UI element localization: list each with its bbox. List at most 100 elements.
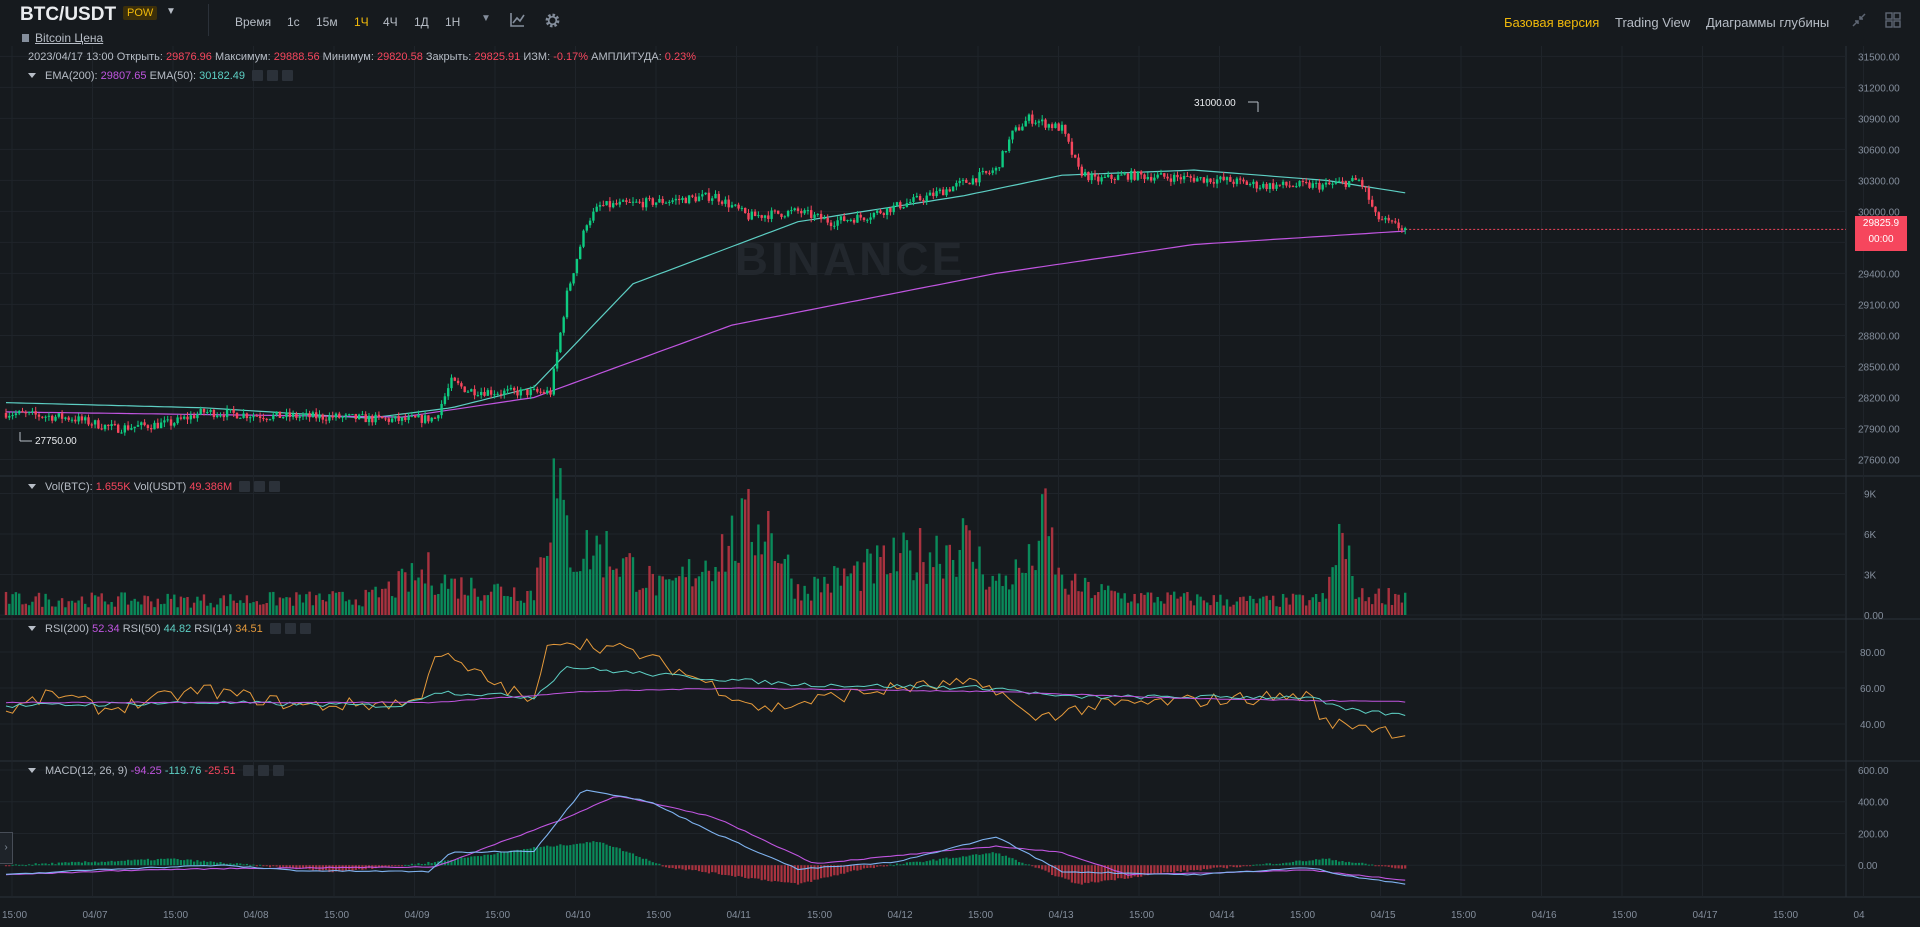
macd-hist-bar (262, 865, 265, 867)
visibility-icon[interactable] (242, 765, 254, 776)
candle-body (163, 420, 166, 423)
macd-hist-bar (1262, 864, 1265, 866)
candle-body (1324, 182, 1328, 185)
tf-15m[interactable]: 15м (316, 15, 338, 29)
tf-4h[interactable]: 4Ч (383, 15, 398, 29)
basic-version-link[interactable]: Базовая версия (1504, 15, 1600, 30)
price-tick-label: 31200.00 (1858, 83, 1900, 94)
close-icon[interactable] (282, 70, 294, 81)
close-icon[interactable] (299, 623, 311, 634)
macd-hist-bar (1338, 861, 1341, 866)
tf-1d[interactable]: 1Д (414, 15, 429, 29)
settings-icon[interactable] (284, 623, 296, 634)
candle-body (308, 413, 311, 418)
current-price: 29825.9 (1862, 218, 1900, 229)
settings-icon[interactable] (254, 481, 266, 492)
rsi14-label: RSI(14) (194, 623, 233, 635)
candle-body (856, 214, 859, 223)
volume-bar (1291, 593, 1295, 615)
divider (208, 4, 209, 36)
tradingview-link[interactable]: Trading View (1615, 15, 1691, 30)
vol-usdt-value: 49.386M (189, 481, 233, 493)
candle-body (536, 388, 539, 392)
macd-hist-bar (701, 865, 704, 872)
visibility-icon[interactable] (269, 623, 281, 634)
pair-dropdown-icon[interactable]: ▼ (166, 6, 176, 17)
ema-legend[interactable]: EMA(200): 29807.65 EMA(50): 30182.49 (28, 70, 294, 82)
candle-body (1239, 178, 1242, 180)
settings-gear-icon[interactable] (544, 12, 561, 33)
volume-legend[interactable]: Vol(BTC): 1.655K Vol(USDT) 49.386M (28, 481, 281, 493)
macd-hist-bar (410, 863, 413, 866)
volume-bar (202, 594, 206, 615)
macd-hist-bar (598, 842, 602, 866)
candle-body (909, 201, 912, 204)
macd-hist-bar (625, 851, 628, 866)
asset-price-link[interactable]: Bitcoin Цена (22, 31, 103, 45)
candle-body (777, 210, 780, 214)
candle-body (146, 425, 150, 429)
candle-body (1090, 174, 1093, 181)
high-value: 29888.56 (273, 51, 320, 63)
volume-bar (1041, 494, 1044, 615)
time-tick-label: 04/10 (566, 910, 591, 921)
candle-body (318, 414, 321, 419)
macd-hist-bar (1189, 865, 1192, 871)
depth-chart-link[interactable]: Диаграммы глубины (1706, 15, 1830, 30)
rsi-legend[interactable]: RSI(200) 52.34 RSI(50) 44.82 RSI(14) 34.… (28, 623, 311, 635)
volume-bar (18, 593, 21, 615)
visibility-icon[interactable] (239, 481, 251, 492)
volume-bar (4, 591, 8, 615)
volume-bar (381, 588, 384, 615)
candle-body (1050, 124, 1054, 129)
settings-icon[interactable] (267, 70, 279, 81)
macd-hist-bar (876, 865, 879, 867)
macd-hist-bar (754, 865, 757, 879)
volume-bar (1176, 598, 1179, 615)
candle-body (678, 198, 681, 201)
candle-body (1133, 170, 1136, 180)
volume-bar (150, 601, 153, 615)
tf-1s[interactable]: 1с (287, 15, 300, 29)
visibility-icon[interactable] (252, 70, 264, 81)
volume-bar (126, 604, 130, 615)
indicators-icon[interactable] (509, 12, 525, 32)
layout-grid-icon[interactable] (1885, 12, 1901, 32)
expand-drawing-tools-button[interactable]: › (0, 832, 13, 864)
candle-body (1235, 178, 1239, 184)
volume-bar (60, 598, 64, 615)
tf-time[interactable]: Время (235, 15, 272, 29)
candle-body (1136, 171, 1140, 180)
macd-legend[interactable]: MACD(12, 26, 9) -94.25 -119.76 -25.51 (28, 765, 284, 777)
macd-hist-bar (767, 865, 770, 882)
candle-body (1252, 181, 1255, 185)
volume-bar (1169, 594, 1173, 615)
pair-title[interactable]: BTC/USDT (20, 4, 117, 25)
close-icon[interactable] (272, 765, 284, 776)
candle-body (1186, 175, 1189, 177)
settings-icon[interactable] (257, 765, 269, 776)
volume-bar (282, 598, 285, 615)
candle-body (549, 390, 552, 395)
tf-1w[interactable]: 1Н (445, 15, 461, 29)
macd-hist-bar (146, 858, 149, 866)
macd-hist-bar (697, 865, 701, 872)
volume-bar (648, 565, 651, 615)
volume-bar (1057, 567, 1060, 615)
macd-hist-bar (826, 865, 829, 878)
macd-hist-bar (463, 857, 466, 866)
candle-body (701, 194, 704, 197)
candle-body (21, 411, 24, 413)
candle-body (546, 390, 549, 394)
candle-body (499, 393, 503, 395)
close-icon[interactable] (269, 481, 281, 492)
candle-body (1097, 176, 1100, 182)
candle-body (529, 389, 532, 396)
volume-bar (1229, 606, 1232, 615)
macd-tick-label: 600.00 (1858, 766, 1889, 777)
tf-1h[interactable]: 1Ч (354, 15, 369, 29)
volume-bar (499, 586, 503, 615)
more-timeframes-icon[interactable]: ▼ (481, 13, 491, 24)
collapse-icon[interactable] (1851, 12, 1867, 32)
